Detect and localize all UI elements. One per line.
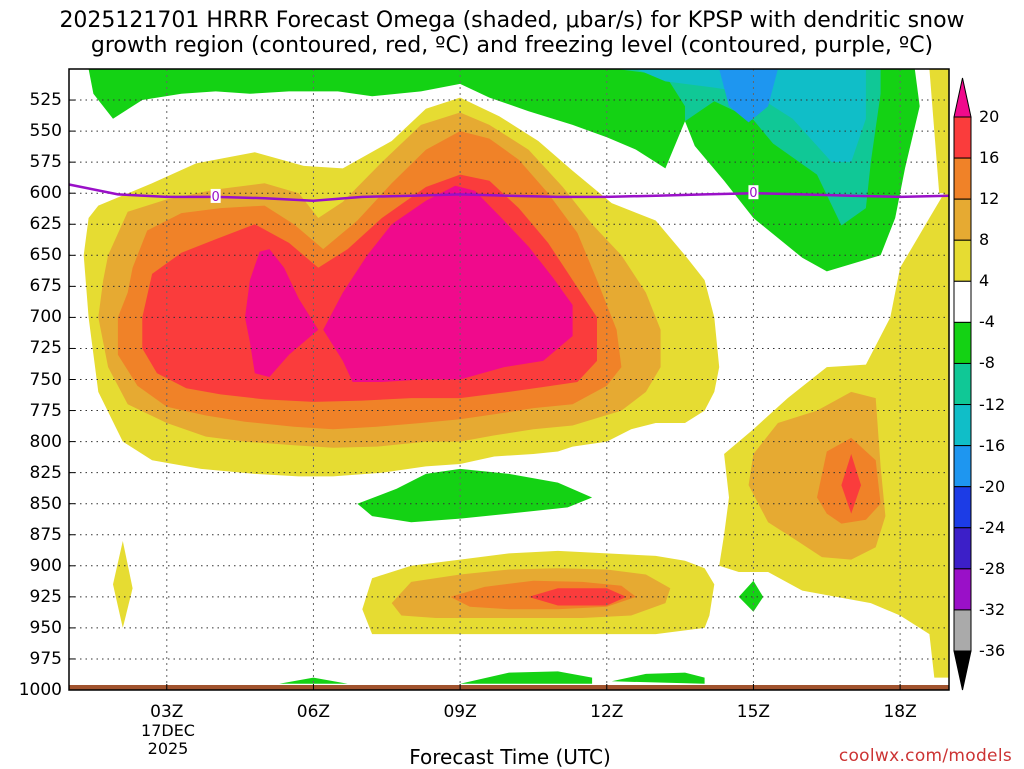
colorbar-label--20: -20: [979, 476, 1006, 496]
colorbar-bin-1: [953, 157, 972, 200]
y-tick-label-925: 925: [29, 586, 62, 607]
y-tick-label-725: 725: [29, 338, 62, 359]
colorbar-bin-12: [953, 609, 972, 652]
y-tick-label-525: 525: [29, 90, 62, 111]
freezing-label-bg-1: [748, 185, 759, 200]
colorbar-label-4: 4: [979, 271, 990, 291]
y-tick-label-575: 575: [29, 152, 62, 173]
colorbar-bin-5: [953, 321, 972, 364]
colorbar-label--12: -12: [979, 394, 1006, 414]
x-tick-label-18Z: 18Z: [883, 702, 917, 722]
colorbar-bin-11: [953, 568, 972, 611]
omega-region-9: [245, 249, 319, 377]
date-day-label: 17DEC: [141, 721, 195, 740]
colorbar-bin-9: [953, 486, 972, 529]
omega-region-22: [611, 672, 705, 684]
omega-region-13: [528, 588, 627, 606]
omega-region-0: [88, 69, 920, 272]
colorbar-bin-10: [953, 527, 972, 570]
y-tick-label-675: 675: [29, 276, 62, 297]
colorbar-label-8: 8: [979, 230, 990, 250]
freezing-label-bg-0: [210, 188, 221, 203]
y-tick-label-700: 700: [29, 307, 62, 328]
x-tick-label-15Z: 15Z: [736, 702, 771, 722]
colorbar-bottom-triangle: [953, 650, 972, 691]
colorbar-bin-0: [953, 116, 972, 159]
colorbar-bin-4: [953, 280, 972, 323]
colorbar-label--4: -4: [979, 312, 995, 332]
y-tick-label-775: 775: [29, 400, 62, 421]
y-tick-label-800: 800: [29, 431, 62, 452]
y-tick-label-1000: 1000: [18, 680, 62, 700]
x-tick-label-09Z: 09Z: [443, 702, 477, 722]
colorbar-bin-7: [953, 404, 972, 447]
y-tick-label-550: 550: [29, 121, 62, 142]
freezing-level-label-0: 0: [212, 190, 220, 205]
colorbar-bin-8: [953, 445, 972, 488]
colorbar-label--8: -8: [979, 353, 995, 373]
x-tick-label-06Z: 06Z: [296, 702, 331, 722]
colorbar-top-triangle: [953, 77, 972, 118]
y-tick-label-900: 900: [29, 555, 62, 576]
colorbar-label--16: -16: [979, 435, 1006, 455]
colorbar-label-20: 20: [979, 107, 1000, 126]
omega-region-17: [841, 454, 861, 514]
omega-region-2: [636, 69, 866, 163]
x-tick-label-12Z: 12Z: [590, 702, 624, 722]
y-tick-label-950: 950: [29, 617, 62, 638]
colorbar-label-12: 12: [979, 189, 1000, 209]
y-tick-label-825: 825: [29, 462, 62, 483]
colorbar-bin-3: [953, 239, 972, 282]
colorbar-bin-6: [953, 362, 972, 406]
source-credit: coolwx.com/models: [838, 746, 1012, 766]
y-tick-label-750: 750: [29, 369, 62, 390]
omega-region-8: [323, 185, 573, 382]
colorbar-label--24: -24: [979, 517, 1006, 537]
y-tick-label-975: 975: [29, 648, 62, 669]
omega-region-24: [113, 541, 133, 628]
y-tick-label-625: 625: [29, 214, 62, 235]
colorbar-label-16: 16: [979, 148, 1000, 168]
x-tick-label-03Z: 03Z: [150, 702, 184, 722]
colorbar-label--32: -32: [979, 599, 1006, 619]
y-tick-label-600: 600: [29, 183, 62, 204]
colorbar-bin-2: [953, 198, 972, 241]
freezing-level-label-1: 0: [749, 186, 757, 201]
y-tick-label-875: 875: [29, 524, 62, 545]
terrain-strip: [69, 685, 949, 690]
chart-title-line-2: growth region (contoured, red, ºC) and f…: [90, 33, 934, 58]
omega-region-1: [147, 69, 881, 226]
y-tick-label-650: 650: [29, 245, 62, 266]
omega-region-19: [357, 468, 593, 523]
y-tick-label-850: 850: [29, 493, 62, 514]
colorbar-label--28: -28: [979, 558, 1006, 578]
x-axis-title: Forecast Time (UTC): [409, 745, 611, 769]
omega-region-20: [279, 677, 348, 684]
omega-region-23: [738, 580, 764, 612]
colorbar-label--36: -36: [979, 641, 1006, 660]
omega-region-3: [719, 69, 778, 123]
date-year-label: 2025: [147, 739, 189, 758]
chart-title-line-1: 2025121701 HRRR Forecast Omega (shaded, …: [59, 8, 965, 33]
omega-region-21: [460, 671, 593, 684]
